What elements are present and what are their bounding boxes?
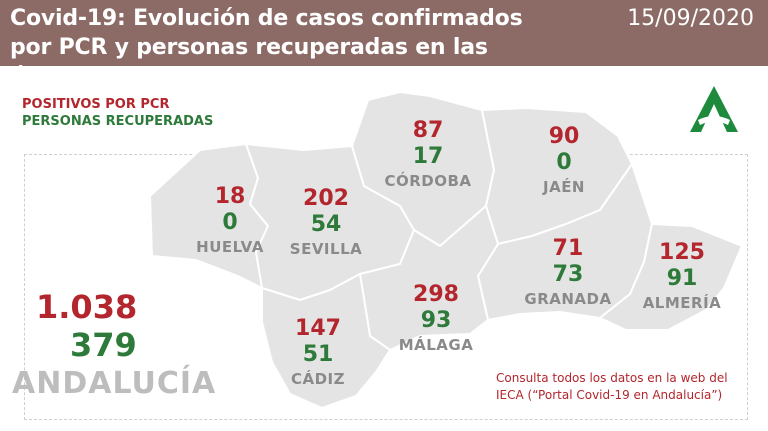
date-label: 15/09/2020 bbox=[627, 6, 754, 31]
province-malaga: 298 93 MÁLAGA bbox=[399, 282, 474, 356]
province-name: GRANADA bbox=[524, 290, 612, 308]
source-note-line-1: Consulta todos los datos en la web del bbox=[496, 371, 728, 385]
legend-recovered: PERSONAS RECUPERADAS bbox=[22, 114, 214, 129]
positive-count: 90 bbox=[548, 124, 580, 149]
province-name: CÁDIZ bbox=[290, 370, 346, 388]
recovered-count: 17 bbox=[412, 144, 444, 169]
province-almeria: 125 91 ALMERÍA bbox=[643, 240, 722, 314]
positive-count: 18 bbox=[214, 184, 246, 209]
province-granada: 71 73 GRANADA bbox=[524, 236, 611, 310]
province-name: CÓRDOBA bbox=[384, 172, 472, 190]
recovered-count: 73 bbox=[552, 262, 584, 287]
legend: POSITIVOS POR PCR PERSONAS RECUPERADAS bbox=[22, 96, 213, 130]
recovered-count: 51 bbox=[302, 342, 334, 367]
positive-count: 298 bbox=[413, 282, 459, 307]
legend-positive: POSITIVOS POR PCR bbox=[22, 97, 170, 112]
region-name: ANDALUCÍA bbox=[12, 366, 217, 401]
total-positive: 1.038 bbox=[36, 288, 138, 326]
positive-count: 147 bbox=[295, 316, 341, 341]
region-total: 1.038 379 bbox=[36, 288, 137, 364]
map-almeria bbox=[599, 223, 743, 331]
recovered-count: 0 bbox=[222, 210, 238, 235]
province-huelva: 18 0 HUELVA bbox=[196, 184, 264, 258]
province-cadiz: 147 51 CÁDIZ bbox=[291, 316, 345, 390]
junta-andalucia-logo-icon bbox=[690, 86, 738, 132]
province-cordoba: 87 17 CÓRDOBA bbox=[384, 118, 471, 192]
positive-count: 87 bbox=[412, 118, 444, 143]
source-note: Consulta todos los datos en la web del I… bbox=[496, 370, 728, 404]
positive-count: 125 bbox=[659, 240, 705, 265]
province-name: HUELVA bbox=[196, 238, 264, 256]
province-name: ALMERÍA bbox=[642, 294, 722, 312]
recovered-count: 93 bbox=[420, 308, 452, 333]
total-recovered: 379 bbox=[70, 326, 137, 364]
province-sevilla: 202 54 SEVILLA bbox=[290, 186, 362, 260]
recovered-count: 0 bbox=[556, 150, 572, 175]
province-jaen: 90 0 JAÉN bbox=[543, 124, 585, 198]
header-bar: Covid-19: Evolución de casos confirmados… bbox=[0, 0, 768, 89]
map-cadiz bbox=[261, 273, 391, 409]
province-name: MÁLAGA bbox=[398, 336, 474, 354]
recovered-count: 54 bbox=[310, 212, 342, 237]
positive-count: 71 bbox=[552, 236, 584, 261]
page-title: Covid-19: Evolución de casos confirmados… bbox=[10, 6, 523, 89]
recovered-count: 91 bbox=[666, 266, 698, 291]
source-note-line-2: IECA (“Portal Covid-19 en Andalucía”) bbox=[496, 388, 723, 402]
province-name: SEVILLA bbox=[289, 240, 363, 258]
positive-count: 202 bbox=[303, 186, 349, 211]
province-name: JAÉN bbox=[543, 178, 585, 196]
